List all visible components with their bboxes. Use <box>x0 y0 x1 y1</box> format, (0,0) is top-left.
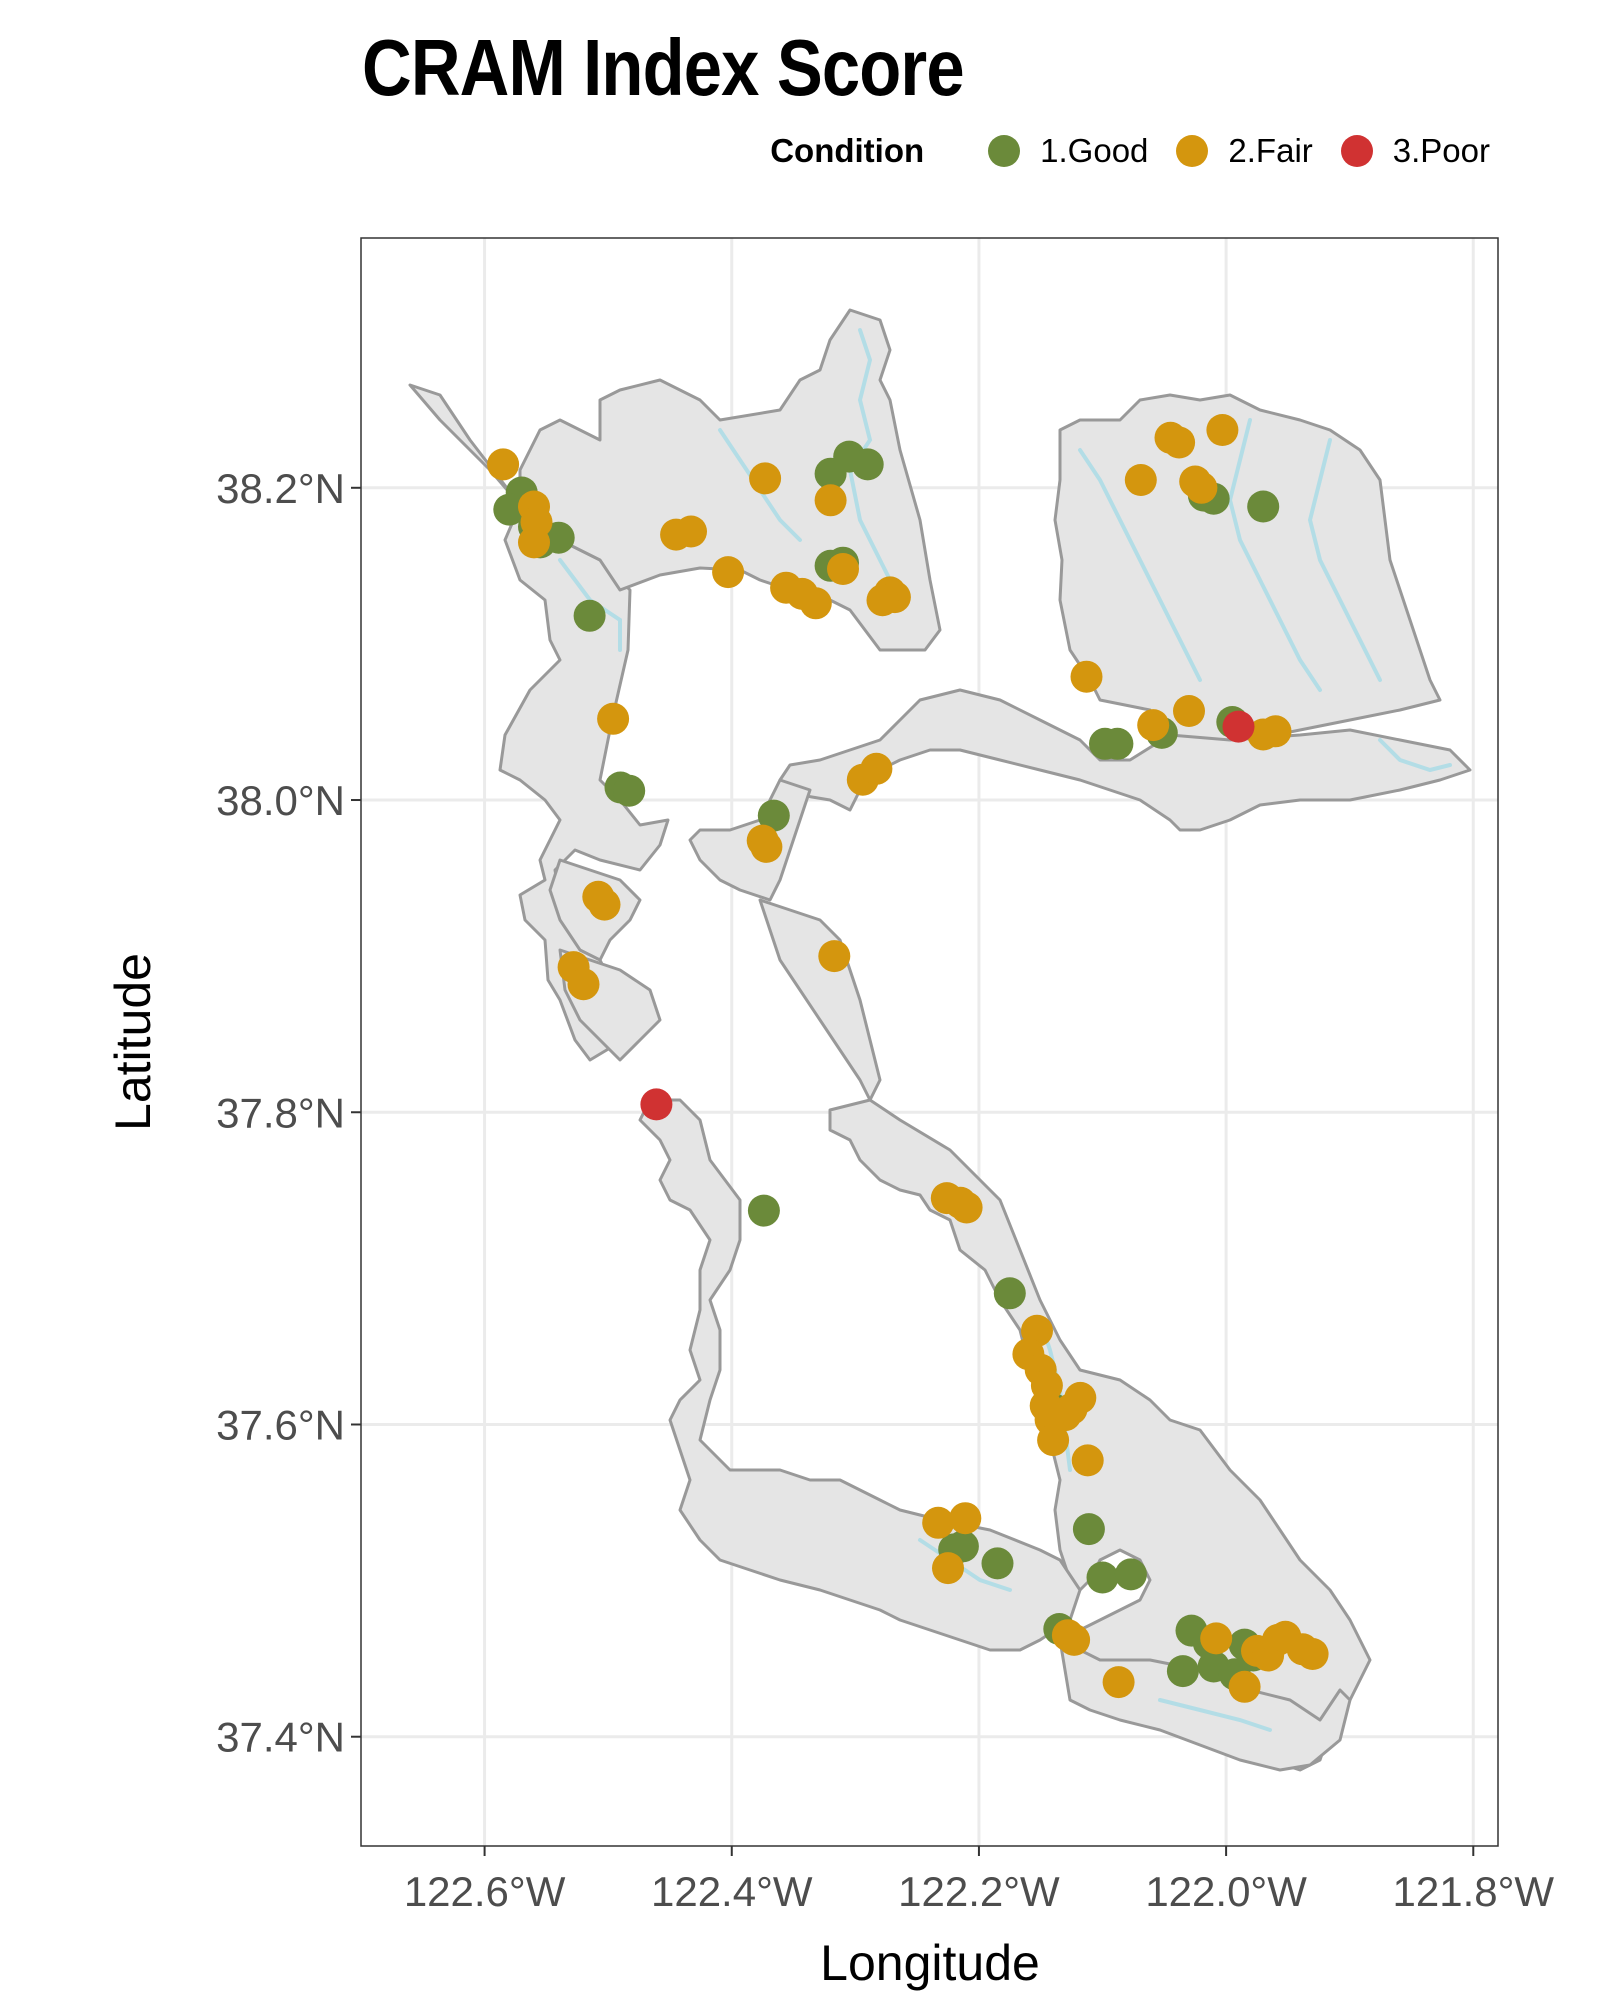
site-point-fair-29 <box>1124 464 1157 496</box>
site-point-fair-3 <box>518 526 550 559</box>
site-point-fair-58 <box>1228 1670 1261 1703</box>
site-point-good-5 <box>573 599 606 632</box>
site-point-poor-1 <box>1222 710 1255 743</box>
site-point-fair-7 <box>749 462 782 495</box>
legend-item-poor: 3.Poor <box>1340 132 1490 170</box>
site-point-good-8 <box>757 799 790 832</box>
site-point-good-26 <box>981 1547 1014 1580</box>
site-point-fair-50 <box>1071 1444 1104 1477</box>
grid-layer <box>361 238 1498 1846</box>
site-point-fair-46 <box>1037 1424 1070 1457</box>
site-point-good-29 <box>1114 1558 1147 1591</box>
x-tick-label-2: 122.2°W <box>898 1868 1060 1915</box>
site-point-good-21 <box>747 1194 780 1227</box>
site-points <box>487 414 1329 1703</box>
site-point-fair-28 <box>1206 414 1239 446</box>
site-point-good-16 <box>1247 490 1280 523</box>
y-tick-label-4: 38.2°N <box>216 465 345 512</box>
site-point-fair-20 <box>750 830 783 863</box>
site-point-good-22 <box>993 1277 1026 1310</box>
x-tick-label-3: 122.0°W <box>1145 1868 1307 1915</box>
site-point-fair-33 <box>1137 709 1170 742</box>
montezuma-slough <box>1307 438 1382 682</box>
site-point-fair-5 <box>675 515 707 548</box>
y-tick-label-1: 37.6°N <box>216 1401 345 1448</box>
site-point-good-27 <box>1072 1513 1105 1546</box>
axis-layer: 122.6°W 122.4°W 122.2°W 122.0°W 121.8°W 37.4°… <box>216 465 1554 1915</box>
site-point-fair-15 <box>866 584 899 617</box>
legend-item-good: 1.Good <box>988 132 1148 170</box>
legend-title: Condition <box>770 132 925 169</box>
plot-panel-border <box>360 237 1499 1847</box>
y-axis-label: Latitude <box>105 953 161 1131</box>
legend-label-good: 1.Good <box>1040 132 1149 169</box>
legend-key-good <box>988 135 1021 167</box>
site-point-fair-64 <box>1296 1638 1329 1670</box>
site-point-fair-10 <box>799 587 832 620</box>
bay-area-landmass <box>408 308 1472 1772</box>
x-tick-label-4: 121.8°W <box>1393 1868 1555 1915</box>
redwood-slough <box>918 1538 1012 1592</box>
x-axis-label: Longitude <box>820 1935 1040 1991</box>
petaluma-river <box>558 558 622 652</box>
site-point-fair-53 <box>932 1552 964 1585</box>
slough-channel-a <box>1078 448 1202 682</box>
site-point-fair-31 <box>1185 471 1218 504</box>
x-tick-label-0: 122.6°W <box>404 1868 566 1915</box>
site-point-fair-11 <box>814 484 847 517</box>
delta-channel <box>1378 738 1452 773</box>
legend-item-fair: 2.Fair <box>1176 132 1313 170</box>
legend: Condition 1.Good 2.Fair 3.Poor <box>770 132 1490 170</box>
y-tick-label-0: 37.4°N <box>216 1714 345 1761</box>
site-point-good-11 <box>851 448 884 481</box>
suisun-marsh <box>1053 393 1442 742</box>
site-point-fair-39 <box>950 1191 983 1224</box>
site-point-good-18 <box>1101 727 1134 760</box>
legend-key-poor <box>1340 135 1373 167</box>
west-marin-spit <box>548 858 662 1062</box>
site-point-fair-23 <box>588 888 621 921</box>
site-point-good-28 <box>1086 1561 1119 1594</box>
site-point-fair-0 <box>487 448 520 481</box>
site-point-good-33 <box>1166 1655 1199 1688</box>
chart-title: CRAM Index Score <box>362 23 965 112</box>
y-tick-label-3: 38.0°N <box>216 777 345 824</box>
site-point-fair-56 <box>1102 1666 1135 1699</box>
legend-key-fair <box>1176 135 1209 167</box>
legend-label-poor: 3.Poor <box>1392 132 1490 169</box>
site-point-fair-27 <box>1163 426 1196 459</box>
site-point-poor-0 <box>640 1088 673 1121</box>
site-point-good-7 <box>613 774 646 807</box>
site-point-fair-36 <box>1259 715 1292 748</box>
y-tick-label-2: 37.8°N <box>216 1089 345 1136</box>
x-tick-label-1: 122.4°W <box>651 1868 813 1915</box>
site-point-fair-49 <box>1064 1381 1097 1414</box>
site-point-good-4 <box>542 521 575 554</box>
site-point-fair-52 <box>949 1502 982 1535</box>
site-point-fair-16 <box>597 702 630 735</box>
site-point-fair-12 <box>827 553 859 585</box>
site-point-fair-34 <box>1173 695 1205 727</box>
site-point-fair-18 <box>860 752 893 785</box>
site-point-fair-25 <box>567 968 600 1001</box>
richmond-shore <box>688 778 882 1102</box>
site-point-fair-51 <box>922 1506 955 1539</box>
slough-channel-b <box>1227 418 1322 692</box>
sf-peninsula-shore <box>638 1098 1082 1652</box>
site-point-fair-6 <box>712 556 745 589</box>
site-point-fair-32 <box>1070 660 1103 693</box>
site-point-fair-21 <box>818 940 851 973</box>
site-point-fair-57 <box>1200 1622 1233 1655</box>
legend-label-fair: 2.Fair <box>1228 132 1313 169</box>
site-point-fair-55 <box>1058 1623 1091 1656</box>
site-point-good-1 <box>493 493 526 526</box>
alviso-slough <box>1158 1698 1272 1732</box>
